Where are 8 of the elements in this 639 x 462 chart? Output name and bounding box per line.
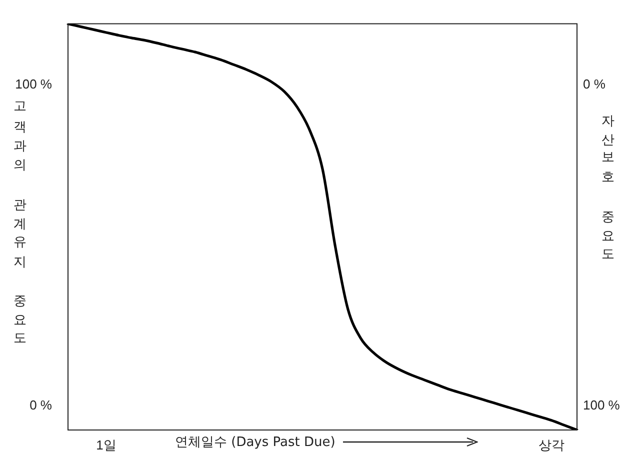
- line-series: [66, 24, 578, 430]
- x-tick-label: 상각: [538, 437, 565, 452]
- y-axis-title: 고객과의 관계유지 중요도: [11, 92, 28, 343]
- x-axis-title: 연체일수 (Days Past Due): [175, 434, 336, 451]
- y2-tick-label: 100 %: [583, 397, 620, 412]
- y2-axis-title: 자산보호 중요도: [599, 105, 616, 259]
- y2-tick-label: 0 %: [583, 76, 606, 92]
- x-tick-label: 1일: [96, 437, 116, 452]
